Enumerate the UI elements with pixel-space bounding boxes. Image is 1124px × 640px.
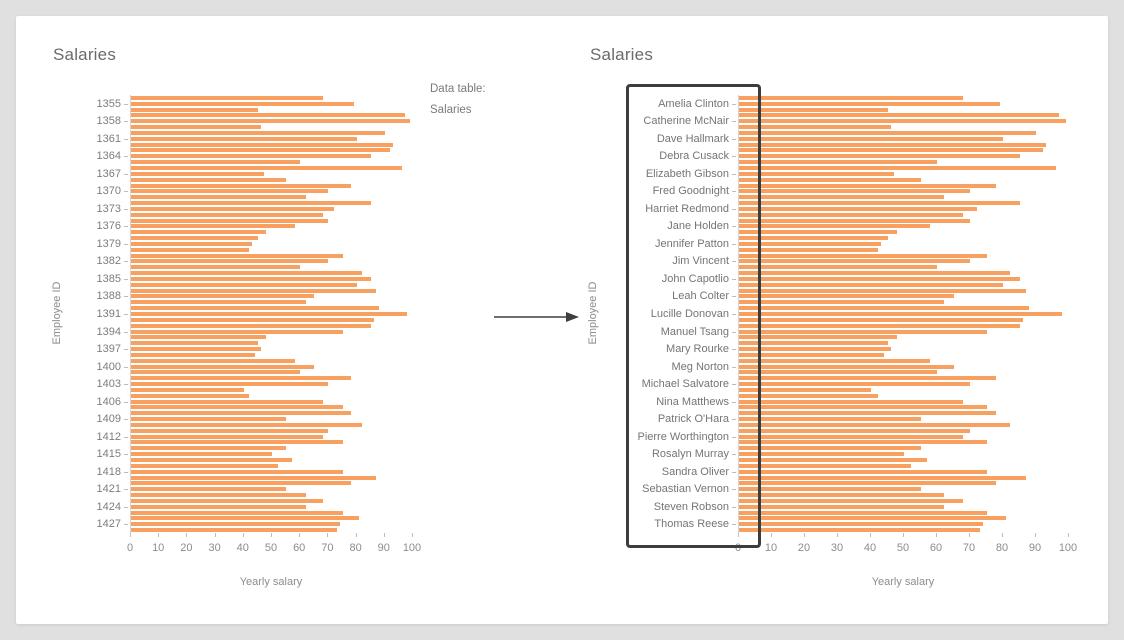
right-arrow-icon bbox=[494, 312, 579, 322]
label-highlight-box bbox=[626, 84, 761, 548]
arrow-icon bbox=[494, 310, 580, 324]
data-table-label: Data table: bbox=[430, 83, 486, 95]
data-table-name: Salaries bbox=[430, 104, 472, 116]
